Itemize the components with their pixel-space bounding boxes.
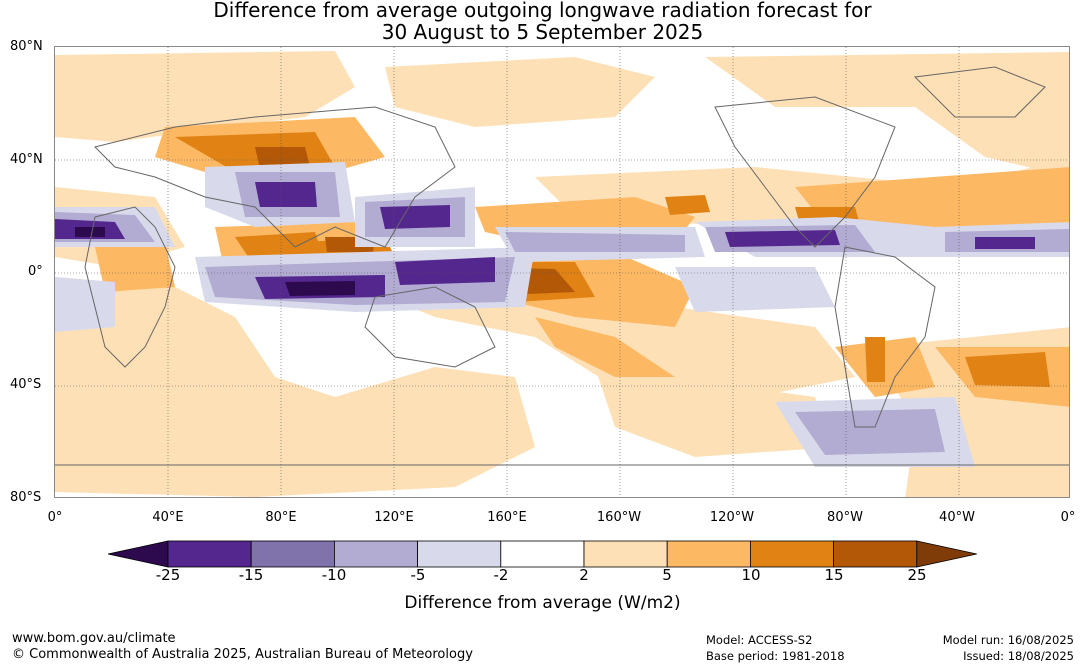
colorbar-segment — [167, 540, 252, 568]
colorbar-segment — [750, 540, 835, 568]
lon-label-0: 0° — [47, 510, 63, 525]
lon-label-160e: 160°E — [487, 510, 527, 525]
colorbar-segment — [417, 540, 502, 568]
colorbar-segment — [666, 540, 751, 568]
lon-label-40w: 40°W — [939, 510, 975, 525]
lon-label-40e: 40°E — [152, 510, 184, 525]
lon-label-160w: 160°W — [596, 510, 642, 525]
model-run-text: Model run: 16/08/2025 — [942, 633, 1074, 647]
lon-label-120e: 120°E — [374, 510, 414, 525]
model-text: Model: ACCESS-S2 — [706, 633, 813, 647]
colorbar-tick-label: 25 — [907, 566, 927, 584]
lon-label-0-east: 0° — [1060, 510, 1076, 525]
lat-label-equator: 0° — [28, 264, 43, 279]
map-canvas — [55, 47, 1069, 497]
website-text: www.bom.gov.au/climate — [12, 631, 176, 646]
olr-anomaly-map — [54, 46, 1070, 498]
map-title-line1: Difference from average outgoing longwav… — [213, 0, 872, 22]
colorbar-tick-label: 15 — [824, 566, 844, 584]
colorbar-tick-label: -25 — [155, 566, 181, 584]
lat-label-40s: 40°S — [10, 377, 42, 392]
lon-label-120w: 120°W — [709, 510, 755, 525]
negative-anomaly-strongest — [75, 227, 355, 296]
colorbar — [107, 540, 977, 568]
colorbar-tick-label: -10 — [321, 566, 347, 584]
lon-label-80w: 80°W — [827, 510, 863, 525]
colorbar-segment — [250, 540, 335, 568]
map-title-line2: 30 August to 5 September 2025 — [381, 20, 704, 44]
base-period-text: Base period: 1981-2018 — [706, 649, 845, 663]
graticule — [55, 47, 1069, 497]
colorbar-tick-label: 5 — [662, 566, 672, 584]
colorbar-extend-high — [916, 540, 977, 568]
colorbar-tick-label: -2 — [493, 566, 509, 584]
coastlines — [55, 66, 1069, 466]
colorbar-segment — [333, 540, 418, 568]
colorbar-segment — [500, 540, 585, 568]
lat-label-80n: 80°N — [10, 39, 43, 54]
colorbar-tick-label: -5 — [410, 566, 426, 584]
lat-label-80s: 80°S — [10, 490, 42, 505]
colorbar-tick-label: 10 — [741, 566, 761, 584]
colorbar-segment — [833, 540, 918, 568]
colorbar-segment — [583, 540, 668, 568]
copyright-text: © Commonwealth of Australia 2025, Austra… — [12, 647, 473, 662]
colorbar-extend-low — [107, 540, 169, 568]
colorbar-title: Difference from average (W/m2) — [404, 593, 681, 613]
lat-label-40n: 40°N — [10, 152, 43, 167]
lon-label-80e: 80°E — [265, 510, 297, 525]
colorbar-tick-label: -15 — [238, 566, 264, 584]
colorbar-tick-label: 2 — [579, 566, 589, 584]
issued-text: Issued: 18/08/2025 — [963, 649, 1074, 663]
